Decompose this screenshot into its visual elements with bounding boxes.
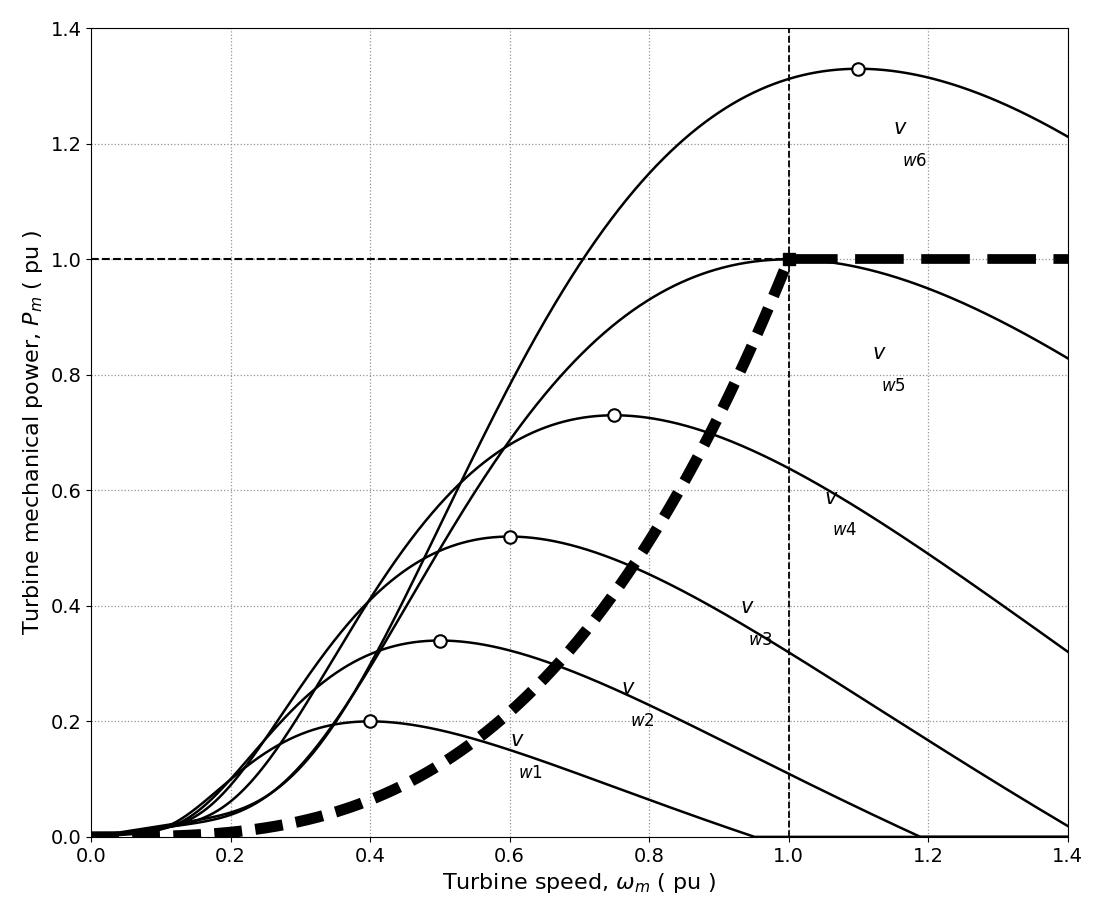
Text: $\mathit{w4}$: $\mathit{w4}$ — [832, 522, 857, 540]
Text: $\mathit{v}$: $\mathit{v}$ — [824, 487, 838, 507]
Text: $\mathit{w2}$: $\mathit{w2}$ — [629, 713, 655, 730]
X-axis label: Turbine speed, $\omega_m$ ( pu ): Turbine speed, $\omega_m$ ( pu ) — [442, 871, 716, 895]
Text: $\mathit{v}$: $\mathit{v}$ — [872, 344, 887, 364]
Text: $\mathit{w3}$: $\mathit{w3}$ — [749, 632, 773, 649]
Text: $\mathit{v}$: $\mathit{v}$ — [510, 730, 524, 750]
Text: $\mathit{v}$: $\mathit{v}$ — [740, 597, 754, 617]
Text: $\mathit{w5}$: $\mathit{w5}$ — [881, 378, 905, 395]
Text: $\mathit{w6}$: $\mathit{w6}$ — [902, 153, 926, 169]
Text: $\mathit{v}$: $\mathit{v}$ — [893, 118, 907, 138]
Text: $\mathit{v}$: $\mathit{v}$ — [622, 678, 636, 698]
Text: $\mathit{w1}$: $\mathit{w1}$ — [518, 765, 543, 782]
Y-axis label: Turbine mechanical power, $P_m$ ( pu ): Turbine mechanical power, $P_m$ ( pu ) — [21, 230, 45, 636]
